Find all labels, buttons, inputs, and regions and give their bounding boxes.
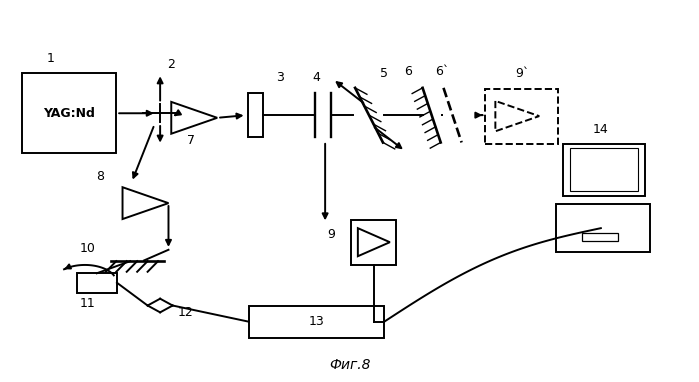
Text: 13: 13	[308, 315, 324, 328]
Bar	[556, 204, 649, 252]
Text: 3: 3	[276, 71, 284, 84]
Bar	[249, 306, 384, 338]
Bar	[485, 89, 559, 144]
Text: 8: 8	[96, 170, 104, 183]
Bar	[351, 220, 396, 265]
Text: YAG:Nd: YAG:Nd	[43, 107, 95, 120]
Text: 14: 14	[593, 123, 609, 136]
Text: 5: 5	[380, 67, 389, 80]
Text: 11: 11	[80, 298, 96, 311]
Text: 12: 12	[178, 306, 194, 319]
Bar	[248, 93, 263, 137]
Text: 1: 1	[46, 52, 54, 65]
Bar	[563, 144, 644, 196]
Text: 2: 2	[167, 58, 175, 71]
Text: 9: 9	[328, 228, 336, 241]
Text: 10: 10	[80, 242, 95, 255]
Text: 9`: 9`	[514, 67, 529, 80]
Text: 7: 7	[187, 134, 195, 147]
Text: 4: 4	[312, 71, 320, 84]
Bar	[22, 73, 116, 153]
Bar	[582, 233, 618, 241]
Text: 6: 6	[404, 65, 412, 78]
Bar	[77, 273, 117, 293]
Bar	[570, 148, 637, 191]
Text: 6`: 6`	[435, 65, 449, 78]
Text: Фиг.8: Фиг.8	[329, 358, 370, 372]
